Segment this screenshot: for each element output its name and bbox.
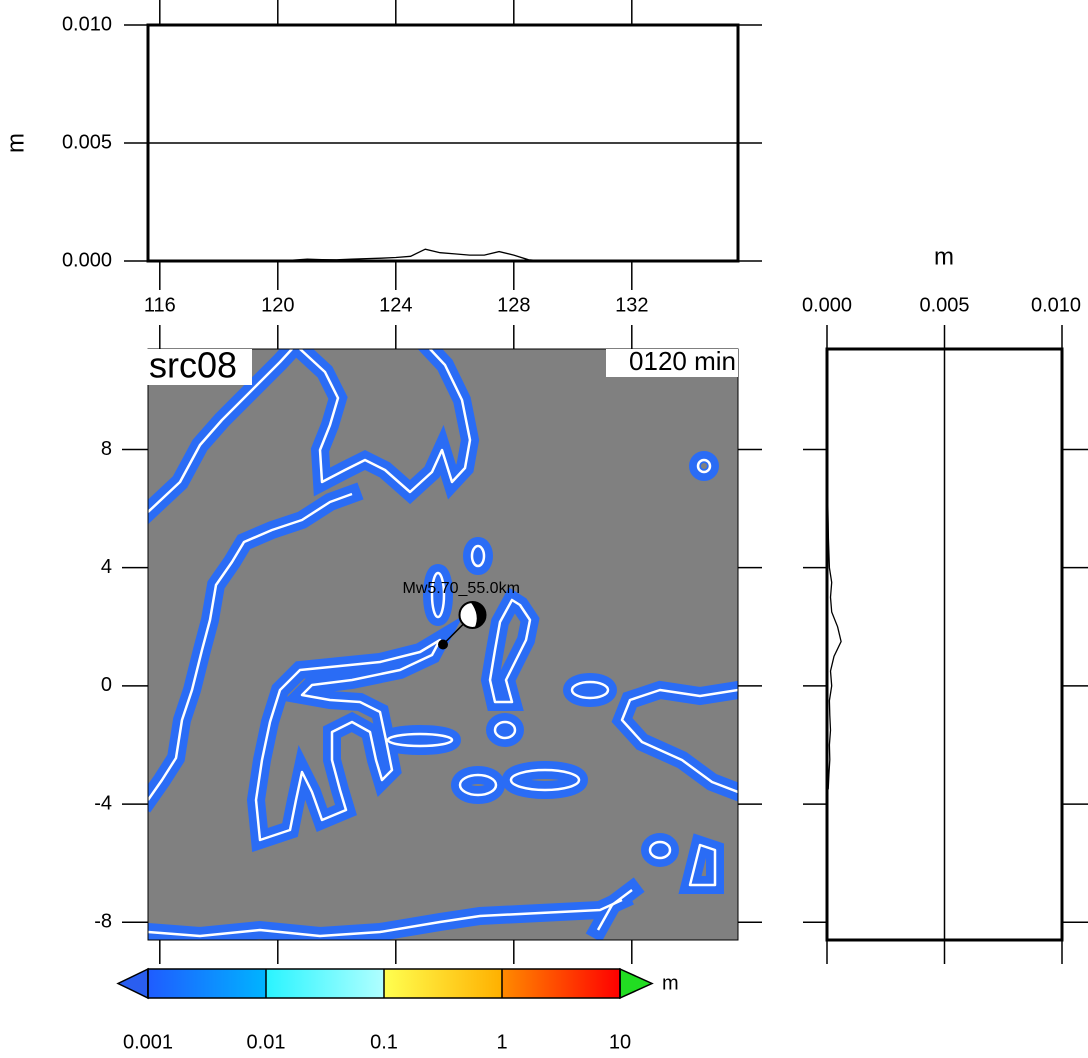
label-box — [146, 349, 252, 385]
label-box — [606, 349, 738, 377]
x-axis-label: m — [934, 243, 954, 270]
y-axis-label: m — [2, 133, 29, 153]
y-tick-label: -8 — [94, 911, 112, 933]
x-tick-label: 0.010 — [1031, 294, 1081, 316]
time-label: 0120 min — [629, 346, 736, 376]
beachball-quadrant — [470, 601, 486, 628]
x-tick-label: 124 — [379, 294, 412, 316]
y-tick-label: 0 — [101, 674, 112, 696]
wave-profile — [189, 248, 544, 262]
colorbar-tick-label: 0.001 — [123, 1031, 173, 1053]
x-tick-label: 0.005 — [919, 294, 969, 316]
colorbar-tick-label: 1 — [496, 1031, 507, 1053]
wave-profile — [826, 464, 842, 790]
y-tick-label: 0.005 — [62, 131, 112, 153]
map-frame — [147, 348, 739, 941]
colorbar-tick-label: 0.1 — [370, 1031, 398, 1053]
x-tick-label: 128 — [497, 294, 530, 316]
x-tick-label: 0.000 — [802, 294, 852, 316]
x-tick-label: 120 — [261, 294, 294, 316]
y-tick-label: 8 — [101, 438, 112, 460]
coastline — [148, 349, 738, 938]
epicenter — [438, 639, 448, 650]
x-tick-label: 116 — [144, 294, 176, 316]
source-label: src08 — [149, 345, 237, 386]
colorbar-tick-label: 0.01 — [247, 1031, 286, 1053]
y-tick-label: -4 — [94, 792, 112, 814]
coastlines — [148, 349, 738, 940]
y-tick-label: 0.000 — [62, 249, 112, 271]
colorbar-unit: m — [662, 972, 679, 994]
colorbar — [116, 967, 654, 1000]
y-tick-label: 0.010 — [62, 13, 112, 35]
x-tick-label: 132 — [615, 294, 648, 316]
event-label: Mw5.70_55.0km — [403, 580, 520, 597]
colorbar-tick-label: 10 — [609, 1031, 631, 1053]
y-tick-label: 4 — [101, 556, 112, 578]
